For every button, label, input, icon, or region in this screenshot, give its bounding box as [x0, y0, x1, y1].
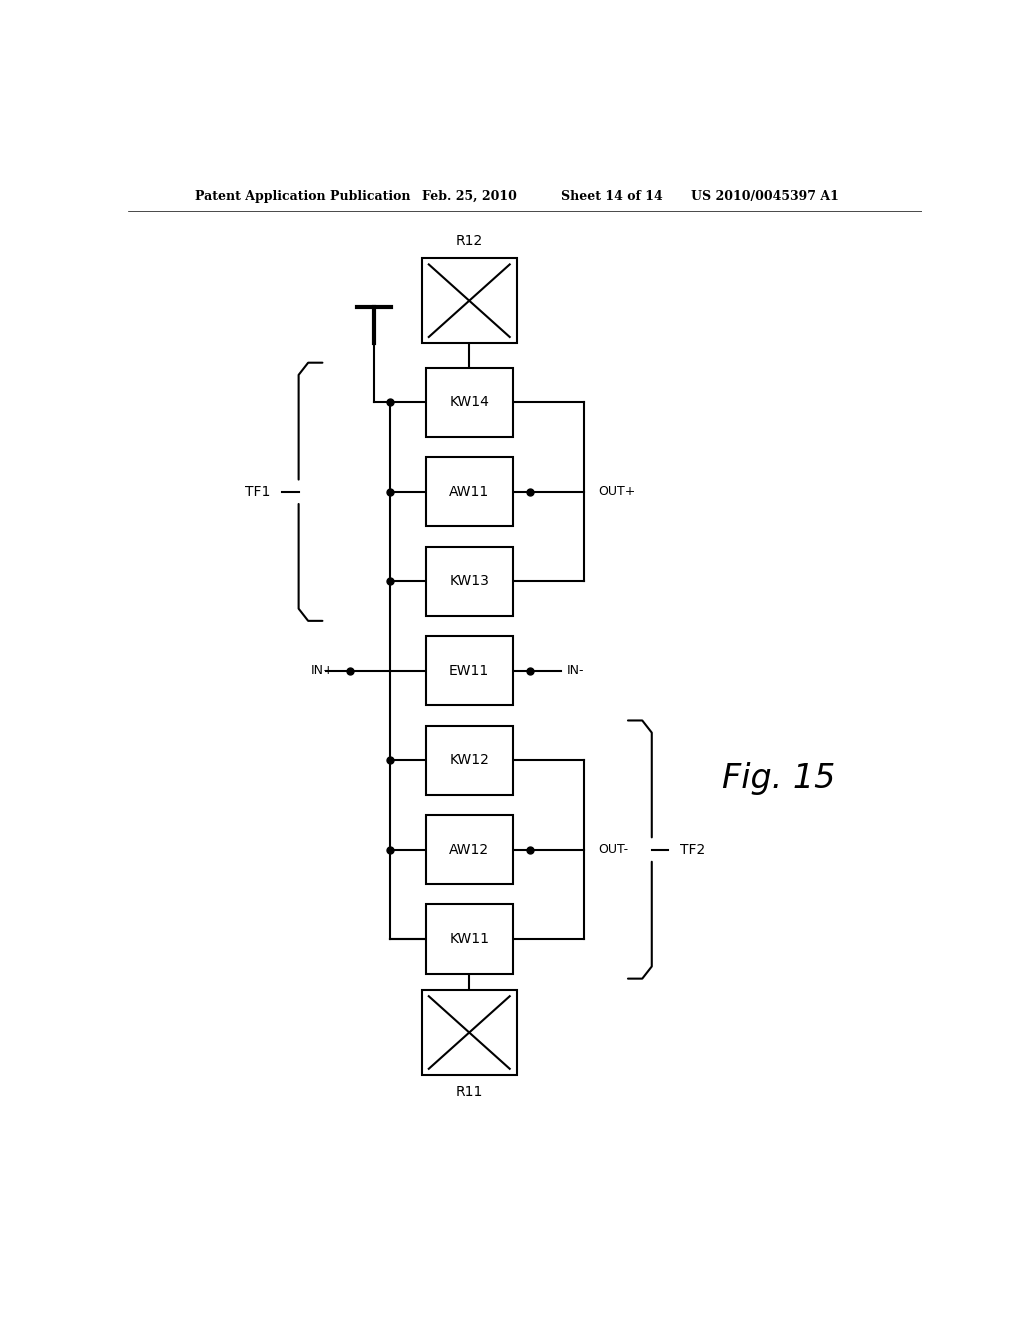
Text: KW13: KW13: [450, 574, 489, 589]
FancyBboxPatch shape: [426, 726, 513, 795]
Text: Sheet 14 of 14: Sheet 14 of 14: [560, 190, 663, 202]
Text: AW11: AW11: [450, 484, 489, 499]
FancyBboxPatch shape: [426, 546, 513, 616]
FancyBboxPatch shape: [422, 990, 517, 1076]
Text: KW12: KW12: [450, 754, 489, 767]
Text: TF2: TF2: [680, 842, 706, 857]
Text: KW14: KW14: [450, 395, 489, 409]
Text: US 2010/0045397 A1: US 2010/0045397 A1: [691, 190, 840, 202]
Text: TF1: TF1: [245, 484, 270, 499]
Text: Fig. 15: Fig. 15: [722, 762, 836, 795]
Text: IN+: IN+: [310, 664, 334, 677]
Text: R12: R12: [456, 234, 483, 248]
Text: OUT+: OUT+: [599, 486, 636, 498]
FancyBboxPatch shape: [426, 368, 513, 437]
Text: KW11: KW11: [450, 932, 489, 946]
Text: OUT-: OUT-: [599, 843, 629, 857]
Text: AW12: AW12: [450, 842, 489, 857]
Text: R11: R11: [456, 1085, 483, 1100]
Text: Feb. 25, 2010: Feb. 25, 2010: [422, 190, 516, 202]
Text: Patent Application Publication: Patent Application Publication: [196, 190, 411, 202]
FancyBboxPatch shape: [426, 904, 513, 974]
Text: IN-: IN-: [567, 664, 585, 677]
FancyBboxPatch shape: [422, 257, 517, 343]
Text: EW11: EW11: [450, 664, 489, 677]
FancyBboxPatch shape: [426, 814, 513, 884]
FancyBboxPatch shape: [426, 636, 513, 705]
FancyBboxPatch shape: [426, 457, 513, 527]
